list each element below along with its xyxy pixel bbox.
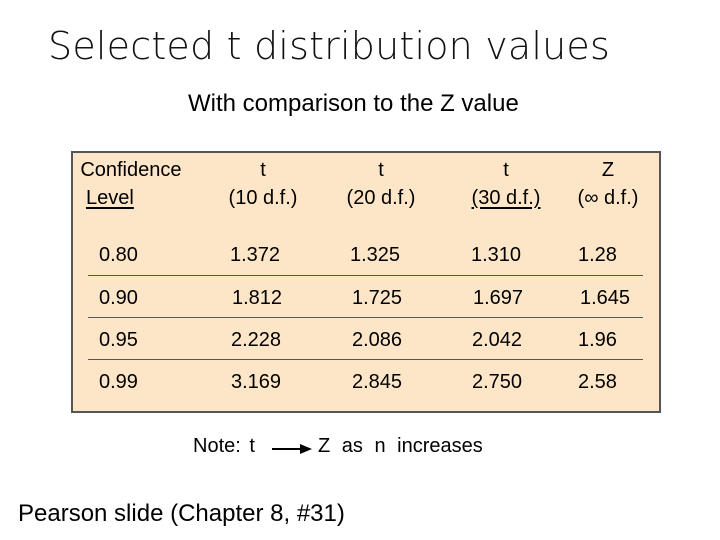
header-t-30df: t (30 d.f.) bbox=[456, 156, 556, 212]
cell-z: 1.645 bbox=[580, 287, 631, 309]
footer-source: Pearson slide (Chapter 8, #31) bbox=[18, 500, 345, 527]
header-line1: t bbox=[378, 159, 384, 181]
cell-t30: 1.310 bbox=[471, 244, 522, 266]
cell-t10: 2.228 bbox=[231, 329, 282, 351]
cell-conf: 0.90 bbox=[99, 287, 138, 309]
row-divider bbox=[88, 359, 643, 360]
slide-title: Selected t distribution values bbox=[48, 24, 611, 68]
cell-t10: 3.169 bbox=[231, 371, 282, 393]
arrow-right-icon bbox=[272, 444, 312, 454]
header-t-20df: t (20 d.f.) bbox=[336, 156, 426, 212]
table-panel bbox=[71, 151, 661, 413]
cell-t30: 1.697 bbox=[473, 287, 524, 309]
header-line2-text: Level bbox=[86, 187, 134, 209]
header-z: Z (∞ d.f.) bbox=[566, 156, 650, 212]
header-line1: Confidence bbox=[80, 159, 182, 181]
cell-z: 1.28 bbox=[578, 244, 617, 266]
row-divider bbox=[88, 317, 643, 318]
cell-z: 1.96 bbox=[578, 329, 617, 351]
header-line2: (30 d.f.) bbox=[471, 187, 541, 209]
header-line2: Level bbox=[78, 184, 184, 212]
header-line2: (10 d.f.) bbox=[228, 187, 298, 209]
cell-t20: 1.725 bbox=[352, 287, 403, 309]
cell-z: 2.58 bbox=[578, 371, 617, 393]
cell-t10: 1.812 bbox=[232, 287, 283, 309]
note-suffix: Z as n increases bbox=[318, 435, 483, 457]
cell-conf: 0.80 bbox=[99, 244, 138, 266]
header-line2: (20 d.f.) bbox=[346, 187, 416, 209]
cell-t20: 1.325 bbox=[350, 244, 401, 266]
row-divider bbox=[88, 275, 643, 276]
header-t-10df: t (10 d.f.) bbox=[218, 156, 308, 212]
header-line1: t bbox=[503, 159, 509, 181]
cell-t30: 2.750 bbox=[472, 371, 523, 393]
header-confidence-level: Confidence Level bbox=[78, 156, 184, 212]
header-line1: Z bbox=[601, 159, 615, 181]
cell-t20: 2.086 bbox=[352, 329, 403, 351]
cell-t30: 2.042 bbox=[472, 329, 523, 351]
cell-conf: 0.95 bbox=[99, 329, 138, 351]
header-line2: (∞ d.f.) bbox=[577, 187, 639, 209]
note-prefix: Note: t bbox=[193, 435, 255, 457]
cell-t10: 1.372 bbox=[230, 244, 281, 266]
cell-conf: 0.99 bbox=[99, 371, 138, 393]
cell-t20: 2.845 bbox=[352, 371, 403, 393]
header-line1: t bbox=[260, 159, 266, 181]
slide-subtitle: With comparison to the Z value bbox=[188, 90, 519, 117]
